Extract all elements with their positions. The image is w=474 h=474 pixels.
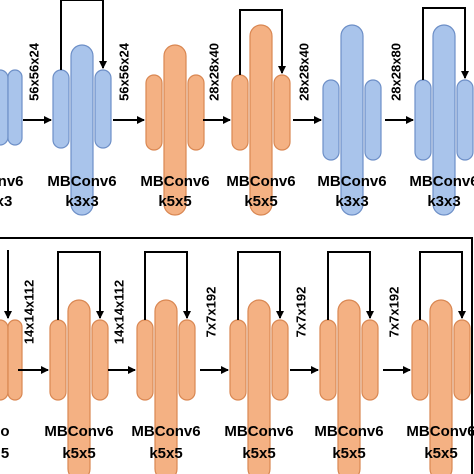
dimension-label: 7x7x192: [293, 287, 308, 338]
dimension-label: 28x28x80: [388, 43, 403, 101]
layer: [163, 44, 187, 216]
dimension-label: 28x28x40: [296, 43, 311, 101]
layer: [94, 69, 112, 149]
dimension-label: 14x14x112: [21, 280, 36, 344]
layer: [249, 24, 273, 216]
block-name: MBConv6: [224, 423, 293, 440]
block-kernel: k5x5: [244, 193, 277, 210]
layer: [414, 79, 432, 161]
skip-connection: [419, 251, 466, 320]
layer: [337, 299, 361, 474]
layer: [456, 79, 474, 161]
layer: [187, 74, 205, 151]
block-kernel: k5x5: [332, 445, 365, 462]
layer: [7, 319, 23, 401]
layer: [52, 69, 70, 149]
dimension-label: 7x7x192: [203, 287, 218, 338]
block-kernel: k5x5: [242, 445, 275, 462]
skip-connection: [239, 9, 286, 75]
layer: [411, 319, 429, 401]
layer: [70, 44, 94, 216]
cropped-label: 5: [1, 445, 9, 462]
layer: [91, 319, 109, 401]
dimension-label: 7x7x192: [386, 287, 401, 338]
layer: [319, 319, 337, 401]
block-kernel: k5x5: [62, 445, 95, 462]
block-name: MBConv6: [317, 173, 386, 190]
skip-connection: [237, 251, 284, 320]
cropped-label: o: [0, 423, 9, 440]
layer: [361, 319, 379, 401]
layer: [49, 319, 67, 401]
skip-connection: [327, 251, 374, 320]
layer: [67, 299, 91, 474]
layer: [7, 69, 23, 146]
layer: [0, 69, 9, 146]
block-name: MBConv6: [226, 173, 295, 190]
section-border: [0, 237, 473, 474]
block-name: MBConv6: [47, 173, 116, 190]
layer: [0, 319, 9, 401]
skip-connection: [144, 251, 191, 320]
block-kernel: k5x5: [424, 445, 457, 462]
layer: [154, 299, 178, 474]
layer: [273, 74, 291, 151]
layer: [231, 74, 249, 151]
cropped-label: onv6: [0, 173, 24, 190]
skip-connection: [422, 7, 469, 80]
dimension-label: 14x14x112: [111, 280, 126, 344]
block-name: MBConv6: [406, 423, 474, 440]
block-name: MBConv6: [409, 173, 474, 190]
block-name: MBConv6: [314, 423, 383, 440]
layer: [322, 79, 340, 161]
dimension-label: 56x56x24: [26, 42, 41, 101]
cropped-label: x3: [0, 193, 12, 210]
layer: [432, 24, 456, 216]
layer: [271, 319, 289, 401]
block-name: MBConv6: [140, 173, 209, 190]
skip-connection: [60, 0, 107, 70]
block-name: MBConv6: [44, 423, 113, 440]
layer: [453, 319, 471, 401]
block-kernel: k5x5: [149, 445, 182, 462]
skip-connection: [57, 251, 104, 320]
layer: [178, 319, 196, 401]
layer: [429, 299, 453, 474]
block-kernel: k3x3: [427, 193, 460, 210]
block-kernel: k3x3: [65, 193, 98, 210]
dimension-label: 56x56x24: [116, 42, 131, 101]
layer: [229, 319, 247, 401]
block-kernel: k5x5: [158, 193, 191, 210]
block-kernel: k3x3: [335, 193, 368, 210]
layer: [247, 299, 271, 474]
block-name: MBConv6: [131, 423, 200, 440]
layer: [364, 79, 382, 161]
layer: [340, 24, 364, 216]
layer: [145, 74, 163, 151]
layer: [136, 319, 154, 401]
dimension-label: 28x28x40: [206, 43, 221, 101]
